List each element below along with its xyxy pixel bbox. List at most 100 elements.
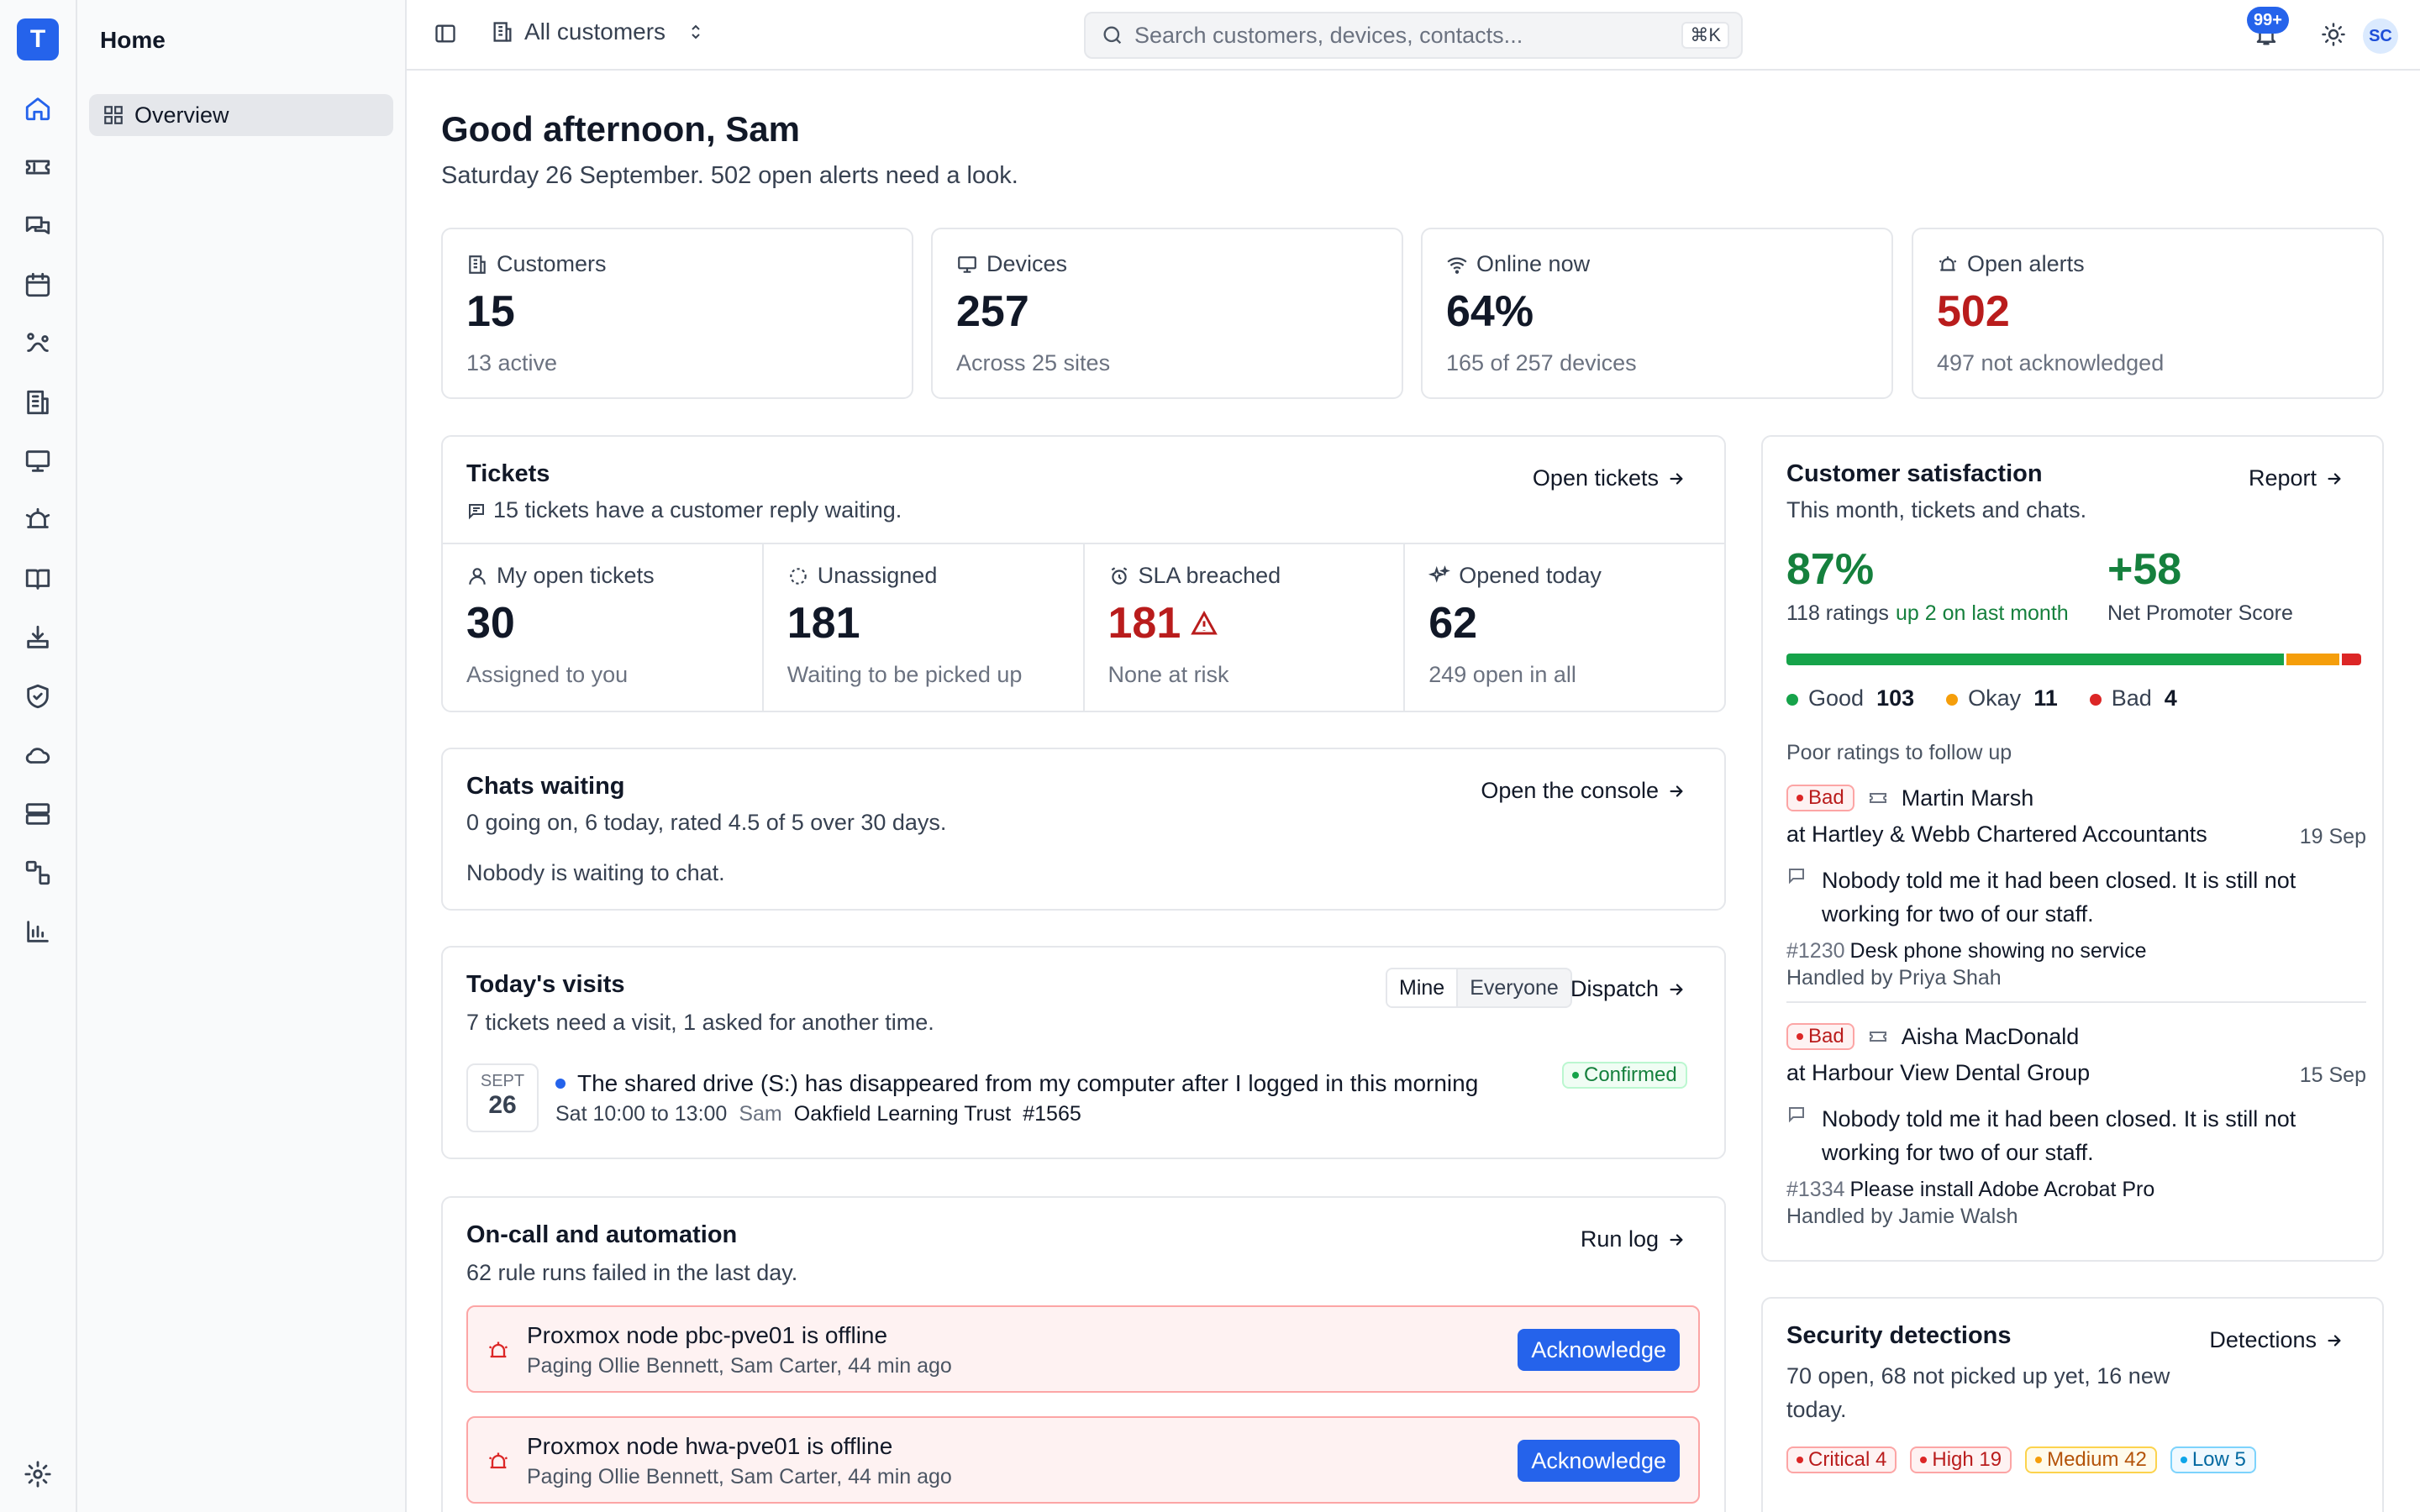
stat-sub: 13 active <box>466 350 558 375</box>
stat-value: 30 <box>466 599 515 648</box>
csat-ratings: 118 ratings <box>1786 601 1889 625</box>
ticket-icon <box>1869 793 1886 803</box>
chats-icon[interactable] <box>22 210 54 242</box>
review-item[interactable]: Bad Martin Marsh at Hartley & Webb Chart… <box>1786 785 2366 1003</box>
wifi-icon <box>1447 257 1467 274</box>
csat-bar-good <box>1786 654 2284 665</box>
settings-icon[interactable] <box>22 1458 54 1490</box>
siren-icon <box>488 1452 508 1469</box>
ticket-stats: My open tickets 30 Assigned to you Unass… <box>443 543 1724 711</box>
visit-tech: Sam <box>739 1102 782 1126</box>
open-tickets-link[interactable]: Open tickets <box>1533 465 1686 491</box>
building-icon <box>493 22 512 42</box>
devices-icon[interactable] <box>22 445 54 477</box>
stat-value: 62 <box>1428 599 1478 648</box>
visit-time: Sat 10:00 to 13:00 <box>555 1102 728 1126</box>
stat-sub: 497 not acknowledged <box>1937 350 2165 375</box>
downloads-icon[interactable] <box>22 622 54 654</box>
siren-icon <box>488 1341 508 1358</box>
app-logo[interactable]: T <box>17 18 59 60</box>
open-console-link[interactable]: Open the console <box>1481 778 1686 804</box>
alert-sub: Paging Ollie Bennett, Sam Carter, 44 min… <box>527 1465 952 1488</box>
run-log-link[interactable]: Run log <box>1581 1226 1686 1252</box>
cloud-icon[interactable] <box>22 739 54 771</box>
reviewer-company: at Harbour View Dental Group <box>1786 1060 2091 1085</box>
card-desc: 7 tickets need a visit, 1 asked for anot… <box>466 1010 934 1035</box>
toggle-mine[interactable]: Mine <box>1387 969 1459 1006</box>
stat-value: 502 <box>1937 287 2010 336</box>
ticket-stat-opened-today[interactable]: Opened today 62 249 open in all <box>1405 544 1724 711</box>
page-title: Good afternoon, Sam <box>441 109 801 149</box>
stat-card-alerts[interactable]: Open alerts 502 497 not acknowledged <box>1912 228 2384 399</box>
visit-month: SEPT <box>480 1072 525 1090</box>
alerts-icon[interactable] <box>22 504 54 536</box>
rating-badge: Bad <box>1786 1023 1854 1050</box>
notifications-badge: 99+ <box>2247 7 2289 34</box>
card-desc: This month, tickets and chats. <box>1786 497 2087 522</box>
review-item[interactable]: Bad Aisha MacDonald at Harbour View Dent… <box>1786 1023 2366 1242</box>
link-label: Report <box>2248 465 2317 491</box>
theme-sun-icon[interactable] <box>2321 22 2346 51</box>
arrow-right-icon <box>1670 472 1683 485</box>
detections-link[interactable]: Detections <box>2209 1327 2344 1353</box>
stat-label: Opened today <box>1459 563 1602 588</box>
card-title: Chats waiting <box>466 773 625 800</box>
dispatch-icon[interactable] <box>22 328 54 360</box>
comment-icon <box>1789 869 1804 885</box>
rating-badge: Bad <box>1786 785 1854 811</box>
card-desc: 15 tickets have a customer reply waiting… <box>493 497 902 522</box>
top-bar: All customers Search customers, devices,… <box>407 0 2420 71</box>
reports-icon[interactable] <box>22 916 54 948</box>
review-handler: Handled by Jamie Walsh <box>1786 1205 2018 1228</box>
ticket-stat-unassigned[interactable]: Unassigned 181 Waiting to be picked up <box>764 544 1085 711</box>
comment-icon <box>1789 1107 1804 1123</box>
automation-icon[interactable] <box>22 857 54 889</box>
csat-bar-okay <box>2286 654 2339 665</box>
stat-card-online[interactable]: Online now 64% 165 of 257 devices <box>1421 228 1893 399</box>
review-ticket: #1230 Desk phone showing no service <box>1786 939 2147 963</box>
card-title: On-call and automation <box>466 1221 738 1248</box>
tickets-icon[interactable] <box>22 151 54 183</box>
arrow-right-icon <box>1670 1233 1683 1246</box>
toggle-everyone[interactable]: Everyone <box>1470 975 1559 1000</box>
security-icon[interactable] <box>22 680 54 712</box>
stat-sub: None at risk <box>1107 662 1229 687</box>
ticket-stat-sla-breached[interactable]: SLA breached 181 None at risk <box>1085 544 1406 711</box>
reviewer-company: at Hartley & Webb Chartered Accountants <box>1786 822 2207 847</box>
stat-label: Customers <box>497 251 607 276</box>
stat-value: 257 <box>956 287 1029 336</box>
severity-tag-medium[interactable]: Medium 42 <box>2025 1446 2157 1473</box>
oncall-card: On-call and automation 62 rule runs fail… <box>441 1196 1726 1512</box>
servers-icon[interactable] <box>22 798 54 830</box>
ticket-stat-my-open[interactable]: My open tickets 30 Assigned to you <box>443 544 764 711</box>
avatar[interactable]: SC <box>2363 18 2398 54</box>
stat-card-customers[interactable]: Customers 15 13 active <box>441 228 913 399</box>
status-label: Confirmed <box>1584 1063 1677 1086</box>
link-label: Open tickets <box>1532 465 1659 491</box>
nps-value: +58 <box>2107 545 2182 594</box>
home-icon[interactable] <box>22 92 54 124</box>
dispatch-link[interactable]: Dispatch <box>1570 976 1686 1002</box>
severity-tag-low[interactable]: Low 5 <box>2170 1446 2256 1473</box>
global-search-input[interactable]: Search customers, devices, contacts... ⌘… <box>1084 12 1743 59</box>
stat-card-devices[interactable]: Devices 257 Across 25 sites <box>931 228 1403 399</box>
severity-tag-critical[interactable]: Critical 4 <box>1786 1446 1897 1473</box>
message-icon <box>469 503 484 519</box>
search-icon <box>1103 26 1122 45</box>
calendar-icon[interactable] <box>22 269 54 301</box>
customer-scope-select[interactable]: All customers <box>491 18 706 45</box>
acknowledge-button[interactable]: Acknowledge <box>1518 1329 1680 1371</box>
alert-title: Proxmox node hwa-pve01 is offline <box>527 1433 893 1459</box>
csat-legend: Good 103 Okay 11 Bad 4 <box>1786 685 2177 711</box>
arrow-right-icon <box>1670 983 1683 995</box>
acknowledge-button[interactable]: Acknowledge <box>1518 1440 1680 1482</box>
toggle-sidebar-icon[interactable] <box>434 22 457 50</box>
severity-tag-high[interactable]: High 19 <box>1910 1446 2012 1473</box>
report-link[interactable]: Report <box>2249 465 2344 491</box>
visit-item[interactable]: The shared drive (S:) has disappeared fr… <box>555 1070 1478 1097</box>
customers-icon[interactable] <box>22 386 54 418</box>
siren-icon <box>1939 255 1957 271</box>
stat-label: Devices <box>986 251 1068 276</box>
sidebar-item-overview[interactable]: Overview <box>89 94 393 136</box>
knowledge-icon[interactable] <box>22 563 54 595</box>
